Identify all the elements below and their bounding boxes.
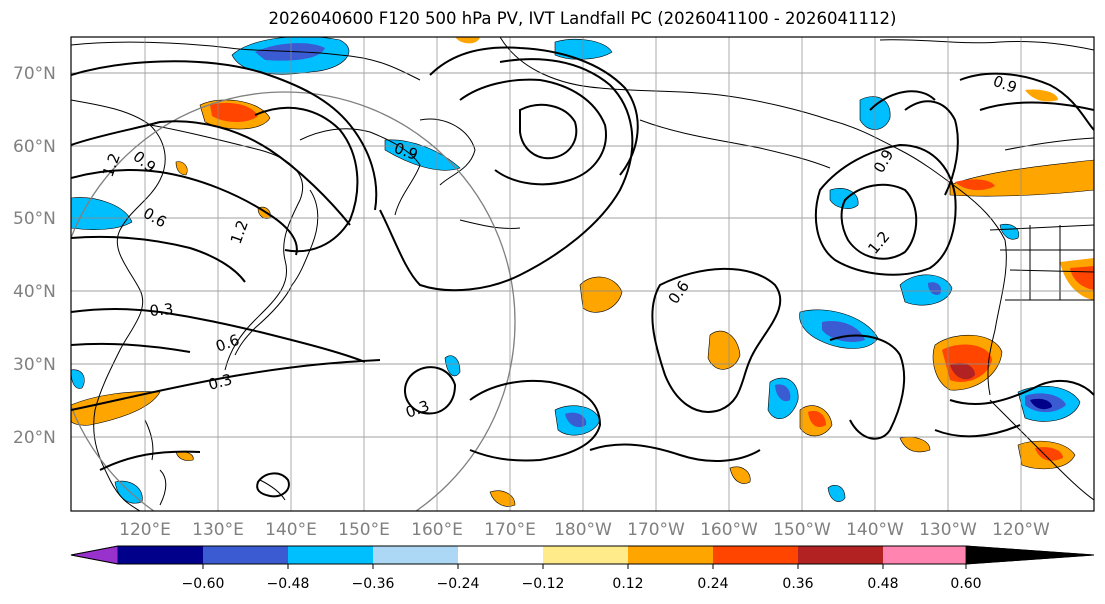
colorbar-tick-label: −0.24	[437, 576, 480, 592]
colorbar-tick-label: −0.36	[352, 576, 395, 592]
pv-blob	[455, 37, 480, 44]
colorbar-segment	[373, 546, 458, 564]
colorbar-segment	[288, 546, 373, 564]
pv-blob	[950, 363, 975, 380]
radius-circle	[71, 91, 516, 511]
colorbar-tick-label: 0.36	[782, 576, 813, 592]
lat-label: 30°N	[13, 355, 56, 375]
coastlines	[71, 37, 1094, 511]
lat-label: 40°N	[13, 282, 56, 302]
colorbar-segment	[883, 546, 966, 564]
pv-blob	[1035, 447, 1063, 461]
map-panel: 0.9 1.2 0.9 0.6 1.2 0.3 0.6 0.3 0.3 0.6 …	[71, 37, 1094, 511]
colorbar-segment	[458, 546, 543, 564]
colorbar-tick-label: −0.48	[267, 576, 310, 592]
lon-label: 140°W	[846, 520, 904, 540]
latitude-labels: 70°N 60°N 50°N 40°N 30°N 20°N	[13, 64, 56, 448]
colorbar-tick-label: 0.24	[697, 576, 728, 592]
pv-blob	[71, 391, 161, 426]
longitude-labels: 120°E 130°E 140°E 150°E 160°E 170°E 180°…	[119, 520, 1050, 540]
pv-blob	[565, 412, 587, 428]
pv-blob	[928, 282, 942, 295]
colorbar-segment	[203, 546, 288, 564]
lon-label: 170°W	[627, 520, 685, 540]
pv-negative-anomalies	[71, 37, 1081, 504]
ivt-contours	[71, 46, 1094, 498]
colorbar-tick-label: 0.12	[612, 576, 643, 592]
colorbar-tick-label: −0.12	[522, 576, 565, 592]
lon-label: 130°W	[919, 520, 977, 540]
contour-label: 0.3	[206, 370, 234, 394]
pv-positive-anomalies	[71, 37, 1094, 507]
pv-blob	[999, 223, 1020, 240]
lon-label: 120°E	[119, 520, 171, 540]
pv-blob	[808, 410, 826, 428]
lat-label: 50°N	[13, 209, 56, 229]
colorbar-segment	[798, 546, 883, 564]
pv-blob	[827, 485, 846, 502]
pv-blob	[489, 490, 516, 507]
lon-label: 150°E	[338, 520, 390, 540]
lon-label: 180°W	[554, 520, 612, 540]
pv-blob	[579, 276, 623, 313]
pv-blob	[210, 102, 258, 122]
contour-label: 0.3	[149, 300, 174, 320]
colorbar-segment	[118, 546, 203, 564]
pv-blob	[175, 161, 188, 176]
pv-blob	[822, 320, 865, 342]
pv-blob	[707, 330, 741, 370]
lon-label: 150°W	[773, 520, 831, 540]
lon-label: 130°E	[192, 520, 244, 540]
pv-blob	[1030, 398, 1052, 410]
pv-blob	[955, 179, 995, 191]
pv-blob	[729, 466, 751, 484]
pv-blob	[384, 139, 461, 171]
pv-blob	[444, 355, 461, 377]
lat-label: 20°N	[13, 428, 56, 448]
colorbar-tick-label: −0.60	[182, 576, 225, 592]
lon-label: 160°E	[411, 520, 463, 540]
pv-blob	[775, 384, 791, 402]
lon-label: 120°W	[992, 520, 1050, 540]
colorbar: −0.60 −0.48 −0.36 −0.24 −0.12 0.12 0.24 …	[70, 545, 1095, 592]
pv-blob	[899, 274, 953, 306]
colorbar-max-extension	[965, 545, 1095, 565]
lon-label: 160°W	[700, 520, 758, 540]
pv-blob	[1025, 89, 1058, 102]
lon-label: 140°E	[265, 520, 317, 540]
colorbar-segment	[543, 546, 628, 564]
colorbar-segment	[628, 546, 713, 564]
lat-label: 70°N	[13, 64, 56, 84]
map-border	[70, 36, 1095, 512]
pv-blob	[829, 188, 859, 209]
colorbar-tick-label: 0.48	[867, 576, 898, 592]
lat-label: 60°N	[13, 137, 56, 157]
pv-blob	[71, 369, 85, 389]
pv-blob	[554, 38, 613, 60]
lon-label: 170°E	[484, 520, 536, 540]
map-title: 2026040600 F120 500 hPa PV, IVT Landfall…	[268, 9, 897, 28]
colorbar-tick-label: 0.60	[950, 576, 981, 592]
colorbar-min-extension	[70, 545, 119, 565]
colorbar-segment	[713, 546, 798, 564]
